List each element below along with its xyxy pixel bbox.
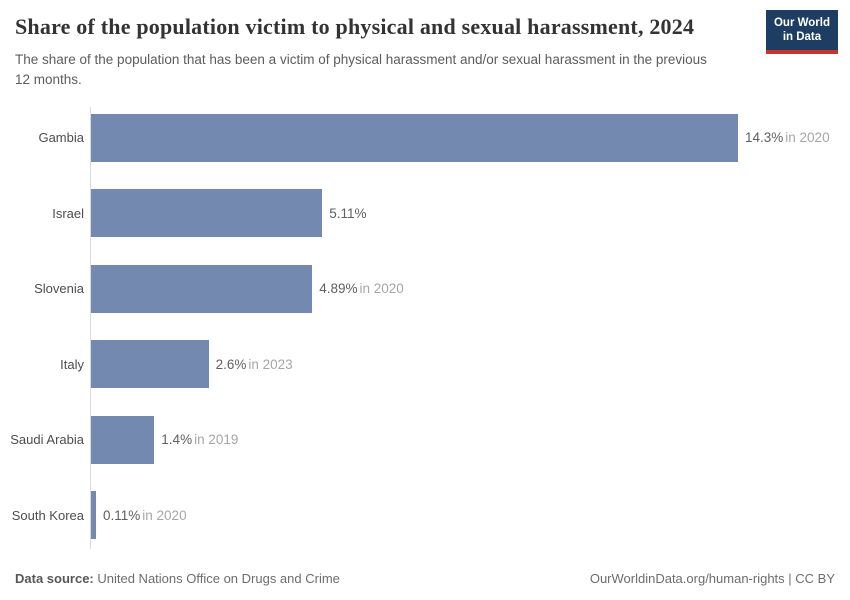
- bar-wrap: 4.89% in 2020: [91, 264, 835, 313]
- bar-row: Italy 2.6% in 2023: [0, 327, 835, 403]
- owid-logo-line1: Our World: [773, 17, 830, 29]
- bar-row: South Korea 0.11% in 2020: [0, 478, 835, 554]
- chart-subtitle: The share of the population that has bee…: [15, 52, 707, 87]
- bar[interactable]: [91, 189, 323, 238]
- year-label: in 2020: [785, 130, 830, 146]
- year-label: in 2023: [248, 356, 293, 372]
- category-label: Gambia: [38, 130, 84, 146]
- value-number: 2.6%: [215, 356, 247, 372]
- bar[interactable]: [91, 113, 738, 162]
- value-number: 14.3%: [745, 130, 784, 146]
- bar[interactable]: [91, 340, 209, 389]
- page-title: Share of the population victim to physic…: [15, 14, 695, 39]
- value-label: 0.11% in 2020: [103, 508, 187, 523]
- value-number: 5.11%: [329, 205, 367, 221]
- bar-row: Saudi Arabia 1.4% in 2019: [0, 402, 835, 478]
- owid-logo-line2: in Data: [782, 31, 822, 44]
- value-label: 1.4% in 2019: [161, 432, 238, 447]
- data-source-note: Data source: United Nations Office on Dr…: [15, 571, 340, 586]
- owid-logo: Our World in Data: [765, 10, 838, 54]
- category-label: Italy: [60, 356, 84, 372]
- bar[interactable]: [91, 264, 313, 313]
- y-axis-line: [90, 107, 91, 549]
- value-label: 2.6% in 2023: [216, 357, 293, 372]
- year-label: in 2019: [194, 432, 239, 448]
- bar-row: Slovenia 4.89% in 2020: [0, 251, 835, 327]
- bar-wrap: 0.11% in 2020: [91, 491, 835, 540]
- value-number: 1.4%: [161, 432, 193, 448]
- data-source-label: Data source:: [15, 571, 94, 586]
- bar-row: Israel 5.11%: [0, 176, 835, 252]
- attribution-note: OurWorldinData.org/human-rights | CC BY: [589, 571, 835, 586]
- bar[interactable]: [91, 415, 155, 464]
- bar-wrap: 14.3% in 2020: [91, 113, 835, 162]
- category-label: Saudi Arabia: [10, 432, 84, 448]
- bar-wrap: 5.11%: [91, 189, 835, 238]
- value-label: 4.89% in 2020: [319, 281, 404, 296]
- chart-footer: Data source: United Nations Office on Dr…: [15, 571, 835, 586]
- category-label: Israel: [52, 205, 84, 221]
- bar-wrap: 2.6% in 2023: [91, 340, 835, 389]
- bar-rows-container: Gambia 14.3% in 2020 Israel 5.11% Slovenia 4.8…: [0, 100, 835, 553]
- value-label: 5.11%: [329, 206, 366, 221]
- value-number: 0.11%: [103, 507, 141, 523]
- year-label: in 2020: [359, 281, 404, 297]
- year-label: in 2020: [142, 507, 187, 523]
- bar-wrap: 1.4% in 2019: [91, 415, 835, 464]
- category-label: South Korea: [11, 507, 84, 523]
- value-number: 4.89%: [319, 281, 358, 297]
- value-label: 14.3% in 2020: [745, 130, 830, 145]
- bar-row: Gambia 14.3% in 2020: [0, 100, 835, 176]
- category-label: Slovenia: [34, 281, 84, 297]
- bar-chart: Gambia 14.3% in 2020 Israel 5.11% Slovenia 4.8…: [0, 100, 835, 553]
- data-source-value: United Nations Office on Drugs and Crime: [93, 571, 340, 586]
- bar[interactable]: [91, 491, 96, 540]
